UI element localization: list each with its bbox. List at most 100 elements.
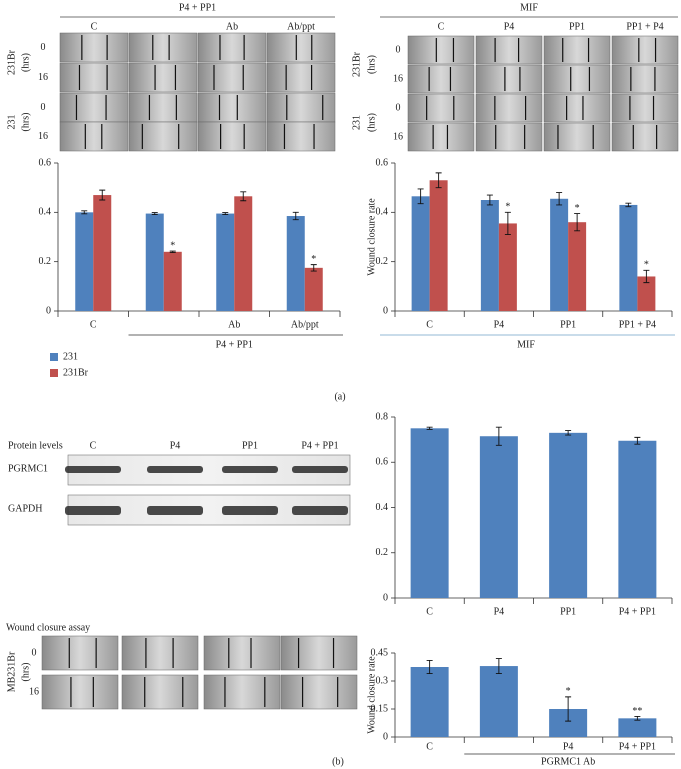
- bar: [411, 196, 430, 311]
- x-tick-label: P4 + PP1: [619, 741, 656, 752]
- bar: [498, 223, 517, 311]
- row-label: 16: [38, 131, 48, 142]
- bar: [163, 251, 182, 311]
- legend-swatch: [50, 369, 58, 377]
- bar: [304, 267, 323, 311]
- error-bar: [222, 212, 229, 216]
- x-tick-label: PP1: [560, 319, 576, 330]
- y-tick-label: 0.15: [371, 703, 389, 714]
- x-tick-label: C: [90, 319, 97, 330]
- y-tick-label: 0.2: [376, 256, 389, 267]
- row-group-label: 231Br: [6, 49, 17, 75]
- x-tick-label: P4: [563, 741, 574, 752]
- error-bar: [643, 269, 650, 284]
- blot-band: [292, 506, 348, 515]
- group-label: MIF: [517, 339, 535, 350]
- row-group-label: 231Br: [351, 51, 362, 77]
- micrograph: [266, 32, 336, 63]
- blot-title: Protein levels: [8, 440, 63, 451]
- significance-mark: *: [575, 203, 580, 214]
- row-label: 0: [396, 102, 401, 113]
- x-tick-label: Ab: [228, 319, 240, 330]
- error-bar: [292, 211, 299, 221]
- row-unit-label: (hrs): [366, 113, 377, 132]
- x-tick-label: PP1 + P4: [619, 319, 656, 330]
- column-label: Ab: [226, 21, 238, 32]
- micrograph: [197, 92, 267, 123]
- column-label: C: [91, 21, 98, 32]
- lane-label: C: [90, 440, 97, 451]
- micrograph: [59, 121, 129, 152]
- micrograph: [543, 93, 611, 123]
- x-tick-label: C: [426, 319, 433, 330]
- x-tick-label: C: [426, 741, 433, 752]
- panel-label: (a): [334, 391, 345, 402]
- bar: [550, 198, 569, 311]
- micrograph: [280, 635, 358, 671]
- micrograph: [197, 62, 267, 93]
- x-tick-label: P4: [494, 606, 505, 617]
- y-tick-label: 0.2: [376, 547, 389, 558]
- legend-swatch: [50, 353, 58, 361]
- error-bar: [634, 716, 641, 721]
- group-label: P4 + PP1: [216, 339, 253, 350]
- error-bar: [417, 188, 424, 205]
- error-bar: [556, 192, 563, 206]
- micrograph: [59, 62, 129, 93]
- y-tick-label: 0.4: [376, 207, 389, 218]
- micrograph: [128, 92, 198, 123]
- micrograph: [475, 35, 543, 65]
- y-tick-label: 0: [383, 592, 388, 603]
- micrograph: [407, 93, 475, 123]
- error-bar: [169, 250, 176, 253]
- x-tick-label: Ab/ppt: [291, 319, 319, 330]
- x-tick-label: C: [426, 606, 433, 617]
- micrograph: [611, 122, 679, 152]
- micrograph: [543, 35, 611, 65]
- bar: [618, 440, 657, 598]
- significance-mark: *: [644, 260, 649, 271]
- row-label: 0: [32, 647, 37, 658]
- bar: [618, 718, 657, 737]
- x-tick-label: P4: [494, 319, 505, 330]
- bar: [479, 666, 518, 737]
- significance-mark: **: [632, 706, 642, 717]
- error-bar: [426, 660, 433, 674]
- bar: [234, 196, 253, 311]
- bar: [145, 213, 164, 311]
- error-bar: [310, 264, 317, 272]
- column-label: PP1 + P4: [626, 21, 663, 32]
- y-tick-label: 0.3: [376, 675, 389, 686]
- error-bar: [426, 426, 433, 430]
- micrograph: [128, 121, 198, 152]
- error-bar: [240, 191, 247, 202]
- micrograph: [475, 93, 543, 123]
- row-unit-label: (hrs): [20, 663, 31, 682]
- blot-band: [222, 506, 278, 515]
- row-group-label: 231: [6, 115, 17, 130]
- micrograph: [41, 674, 119, 710]
- bar: [93, 195, 112, 311]
- blot-row-label: PGRMC1: [8, 463, 48, 474]
- row-label: 16: [29, 686, 39, 697]
- y-tick-label: 0.6: [376, 157, 389, 168]
- error-bar: [625, 202, 632, 208]
- bar: [286, 216, 305, 311]
- micrograph: [475, 122, 543, 152]
- micrograph: [266, 121, 336, 152]
- blot-band: [147, 466, 203, 473]
- lane-label: P4: [170, 440, 181, 451]
- micrograph: [266, 92, 336, 123]
- error-bar: [495, 658, 502, 674]
- micrograph: [407, 35, 475, 65]
- significance-mark: *: [505, 202, 510, 213]
- grid-header: MIF: [520, 2, 538, 13]
- error-bar: [634, 436, 641, 445]
- y-tick-label: 0.4: [39, 207, 52, 218]
- bar: [568, 222, 587, 311]
- bar: [480, 200, 499, 311]
- error-bar: [565, 430, 572, 436]
- micrograph: [41, 635, 119, 671]
- row-label: 16: [393, 73, 403, 84]
- blot-band: [65, 466, 121, 473]
